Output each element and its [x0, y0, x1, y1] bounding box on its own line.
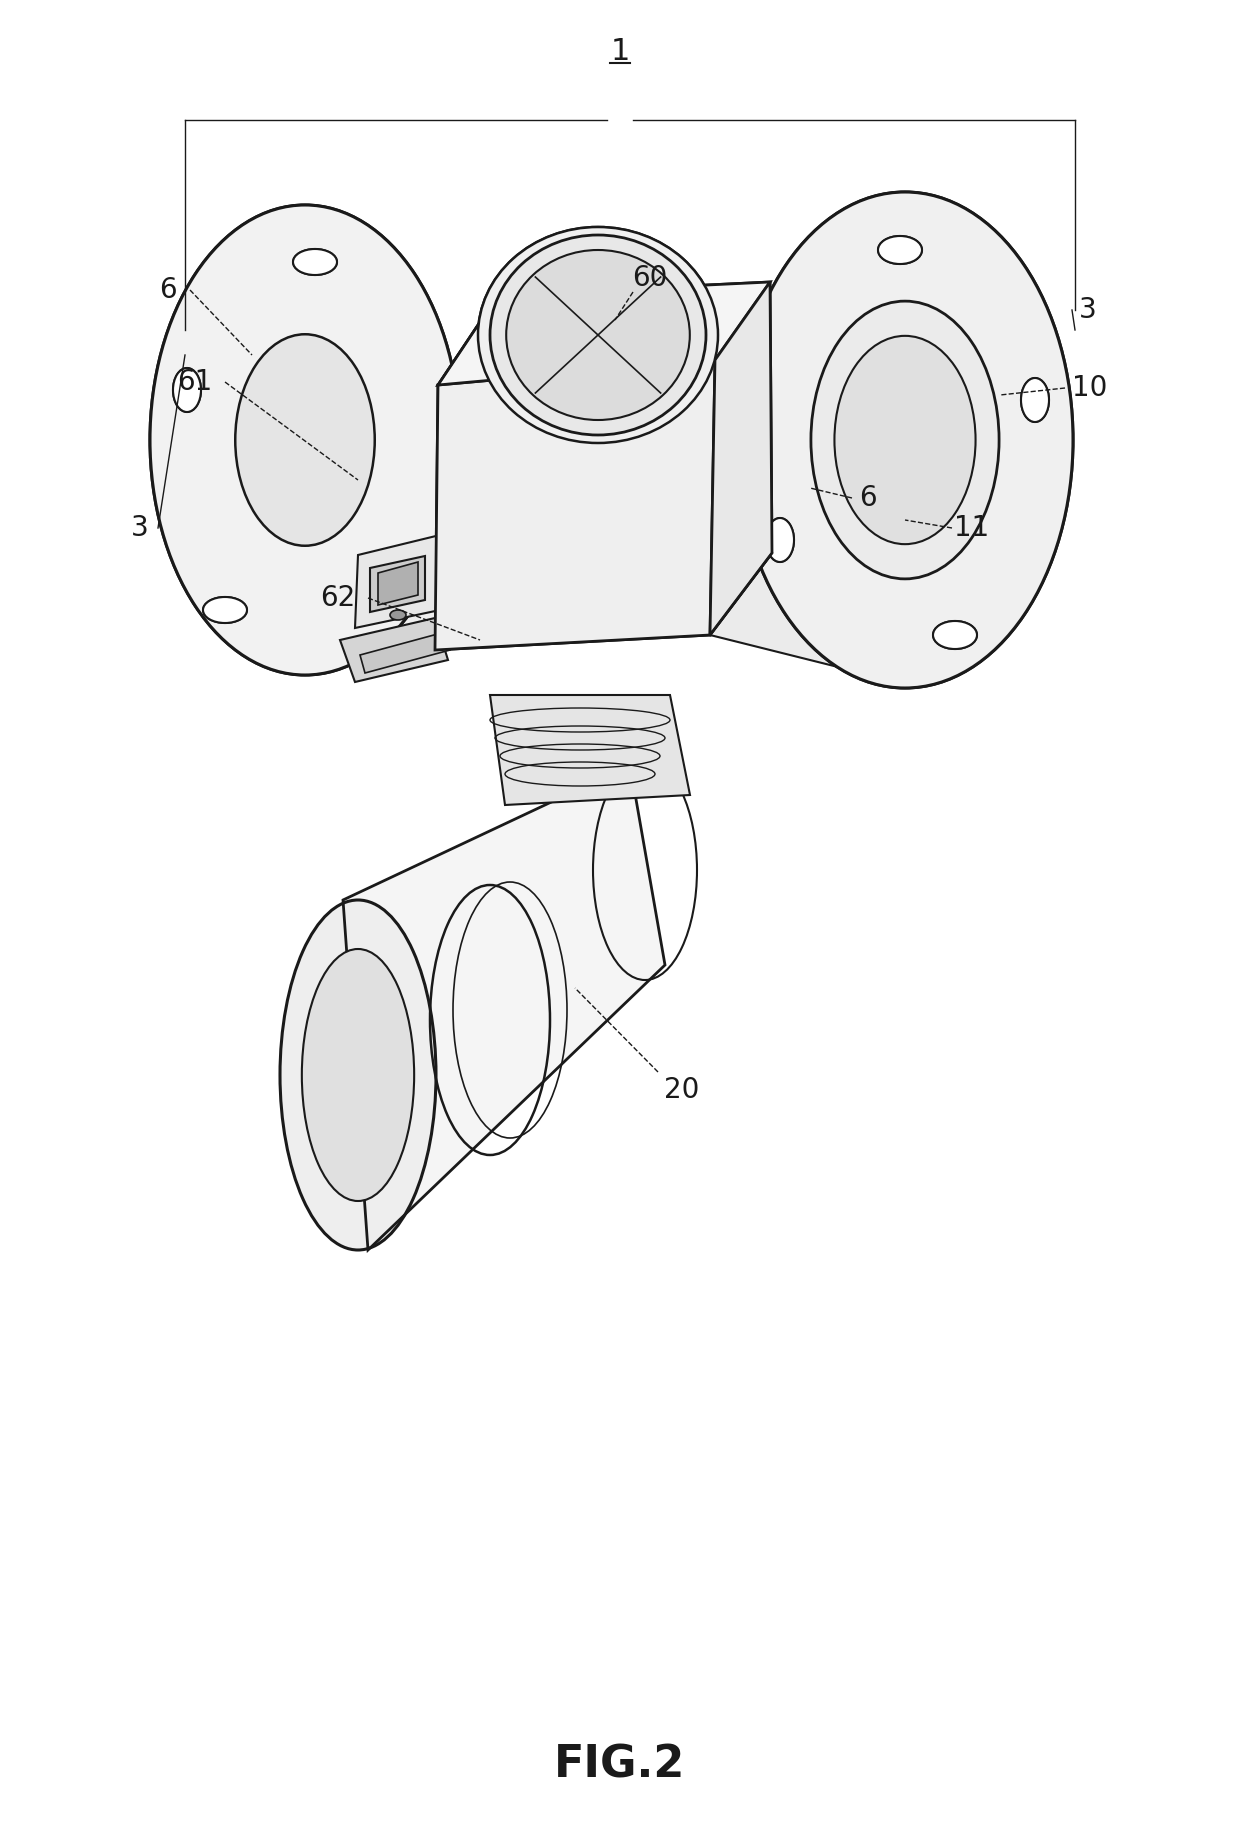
Text: 20: 20 [665, 1076, 699, 1103]
Polygon shape [340, 619, 448, 681]
Ellipse shape [301, 949, 414, 1201]
Text: 10: 10 [1073, 375, 1107, 402]
Ellipse shape [766, 518, 794, 562]
Text: 60: 60 [632, 264, 667, 292]
Ellipse shape [174, 367, 201, 411]
Ellipse shape [506, 250, 689, 420]
Polygon shape [360, 632, 450, 674]
Polygon shape [343, 766, 665, 1250]
Text: 11: 11 [955, 514, 990, 542]
Polygon shape [490, 696, 689, 804]
Polygon shape [711, 283, 773, 635]
Ellipse shape [878, 237, 923, 264]
Ellipse shape [174, 367, 201, 411]
Polygon shape [355, 534, 440, 628]
Ellipse shape [236, 334, 374, 545]
Ellipse shape [477, 228, 718, 442]
Text: 6: 6 [859, 485, 877, 512]
Ellipse shape [293, 250, 337, 275]
Ellipse shape [737, 193, 1073, 688]
Ellipse shape [835, 336, 976, 543]
Ellipse shape [932, 621, 977, 648]
Ellipse shape [878, 237, 923, 264]
Polygon shape [370, 556, 425, 611]
Polygon shape [438, 283, 770, 386]
Text: FIG.2: FIG.2 [554, 1744, 686, 1786]
Ellipse shape [391, 610, 405, 621]
Ellipse shape [811, 301, 999, 578]
Ellipse shape [203, 597, 247, 622]
Ellipse shape [150, 206, 460, 676]
Ellipse shape [490, 235, 706, 435]
Ellipse shape [293, 250, 337, 275]
Text: 62: 62 [320, 584, 356, 611]
Polygon shape [435, 360, 715, 650]
Ellipse shape [1021, 378, 1049, 422]
Ellipse shape [203, 597, 247, 622]
Polygon shape [711, 206, 910, 685]
Text: 61: 61 [177, 367, 212, 397]
Ellipse shape [766, 518, 794, 562]
Polygon shape [378, 562, 418, 606]
Polygon shape [435, 360, 715, 650]
Ellipse shape [737, 193, 1073, 688]
Ellipse shape [506, 250, 689, 420]
Ellipse shape [150, 206, 460, 676]
Ellipse shape [932, 621, 977, 648]
Polygon shape [308, 230, 438, 659]
Polygon shape [438, 283, 770, 386]
Ellipse shape [477, 228, 718, 442]
Text: 6: 6 [159, 275, 177, 305]
Text: 1: 1 [610, 37, 630, 66]
Polygon shape [711, 283, 773, 635]
Ellipse shape [280, 900, 436, 1250]
Ellipse shape [236, 334, 374, 545]
Ellipse shape [835, 336, 976, 543]
Ellipse shape [811, 301, 999, 578]
Ellipse shape [1021, 378, 1049, 422]
Text: 3: 3 [131, 514, 149, 542]
Text: 3: 3 [1079, 296, 1097, 323]
Ellipse shape [490, 235, 706, 435]
